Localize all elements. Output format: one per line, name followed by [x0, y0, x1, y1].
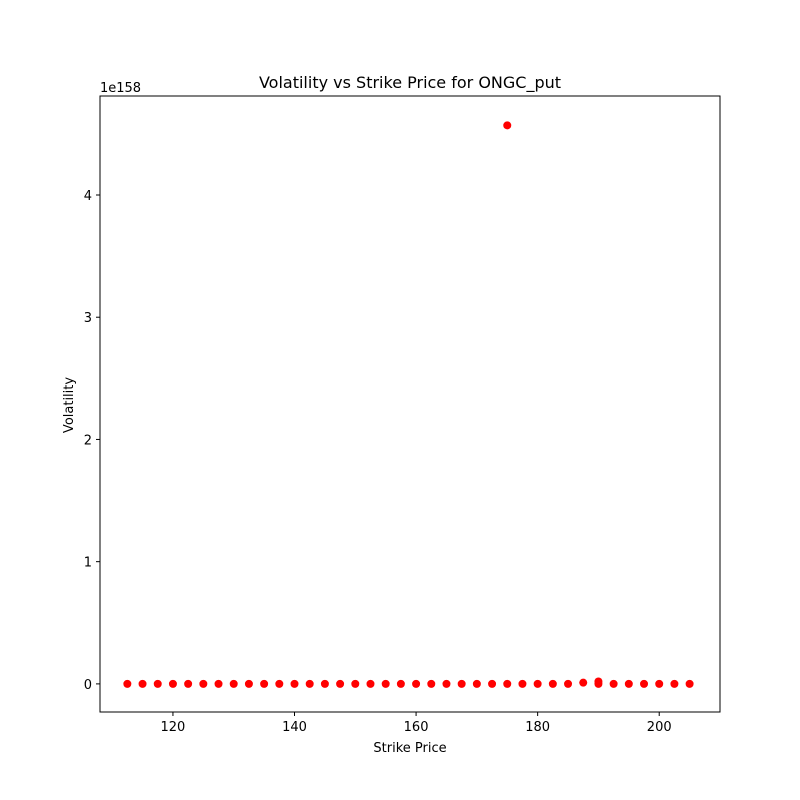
data-point: [488, 679, 497, 688]
data-point: [670, 679, 679, 688]
data-point: [624, 679, 633, 688]
data-point: [640, 679, 649, 688]
x-axis-label: Strike Price: [373, 741, 446, 756]
y-axis-label: Volatility: [62, 377, 77, 433]
data-point: [518, 679, 527, 688]
y-tick-label: 2: [84, 433, 92, 448]
data-point: [579, 678, 588, 687]
data-point: [503, 121, 512, 130]
data-point: [244, 679, 253, 688]
plot-frame: [99, 95, 721, 713]
x-tick-label: 140: [282, 720, 307, 735]
y-tick-label: 0: [84, 678, 92, 693]
data-point: [533, 679, 542, 688]
data-point: [123, 679, 132, 688]
data-point: [153, 679, 162, 688]
data-point: [427, 679, 436, 688]
data-point: [214, 679, 223, 688]
data-point: [655, 679, 664, 688]
data-point: [685, 679, 694, 688]
data-point: [275, 679, 284, 688]
data-point: [442, 679, 451, 688]
data-point: [366, 679, 375, 688]
chart-title: Volatility vs Strike Price for ONGC_put: [259, 73, 561, 93]
y-tick-label: 4: [84, 189, 92, 204]
data-point: [168, 679, 177, 688]
data-point: [305, 679, 314, 688]
data-point: [564, 679, 573, 688]
y-offset-label: 1e158: [100, 81, 141, 96]
data-point: [381, 679, 390, 688]
data-point: [290, 679, 299, 688]
points-layer: [123, 121, 694, 688]
data-point: [199, 679, 208, 688]
ticks-layer: 120 140 160 180 200 0 1 2 3 4: [84, 189, 672, 735]
data-point: [472, 679, 481, 688]
y-tick-label: 1: [84, 556, 92, 571]
data-point: [609, 679, 618, 688]
data-point: [229, 679, 238, 688]
data-point: [548, 679, 557, 688]
x-tick-label: 160: [404, 720, 429, 735]
data-point: [396, 679, 405, 688]
data-point: [260, 679, 269, 688]
data-point: [351, 679, 360, 688]
data-point: [412, 679, 421, 688]
data-point: [138, 679, 147, 688]
data-point: [457, 679, 466, 688]
data-point: [320, 679, 329, 688]
x-tick-label: 180: [525, 720, 550, 735]
data-point: [336, 679, 345, 688]
x-tick-label: 120: [161, 720, 186, 735]
x-tick-label: 200: [647, 720, 672, 735]
y-tick-label: 3: [84, 311, 92, 326]
data-point: [184, 679, 193, 688]
data-point: [503, 679, 512, 688]
data-point: [594, 679, 603, 688]
